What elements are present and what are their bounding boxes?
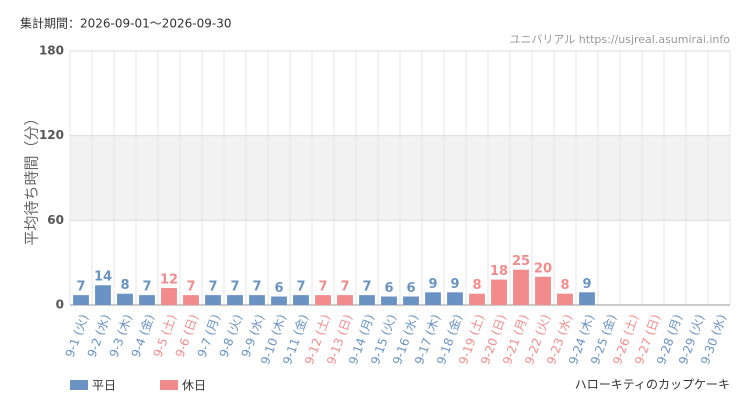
bar [425,292,441,305]
value-label: 7 [76,280,85,295]
value-label: 8 [472,278,481,293]
y-tick-label: 120 [39,128,64,142]
legend-label: 休日 [182,379,206,393]
value-label: 9 [450,277,459,292]
bar [161,288,177,305]
bar [73,295,89,305]
y-tick-label: 180 [39,44,64,58]
bar [205,295,221,305]
period: 集計期間：2026-09-01〜2026-09-30 [20,16,231,31]
value-label: 7 [186,280,195,295]
legend-swatch [160,380,178,390]
bar [359,295,375,305]
y-tick-label: 60 [47,213,64,227]
bar [469,293,485,305]
bar [337,295,353,305]
value-label: 7 [208,280,217,295]
bar [95,285,111,305]
value-label: 7 [318,280,327,295]
value-label: 7 [142,280,151,295]
y-tick-label: 0 [56,298,64,312]
value-label: 25 [512,254,530,269]
bar [491,279,507,305]
bar [381,296,397,305]
value-label: 20 [534,261,552,276]
bar [271,296,287,305]
bar [403,296,419,305]
value-label: 9 [428,277,437,292]
value-label: 6 [274,281,283,296]
value-label: 7 [252,280,261,295]
value-label: 12 [160,273,178,288]
legend-swatch [70,380,88,390]
value-label: 8 [120,278,129,293]
value-label: 8 [560,278,569,293]
bar [227,295,243,305]
bar [139,295,155,305]
bar [557,293,573,305]
value-label: 7 [230,280,239,295]
attraction: ハローキティのカップケーキ [575,378,730,392]
value-label: 9 [582,277,591,292]
value-label: 18 [490,264,508,279]
bar [117,293,133,305]
source: ユニバリアル https://usjreal.asumirai.info [509,33,730,46]
value-label: 7 [296,280,305,295]
value-label: 7 [362,280,371,295]
value-label: 7 [340,280,349,295]
value-label: 6 [406,281,415,296]
bar [315,295,331,305]
y-axis-label: 平均待ち時間（分） [23,110,41,245]
bar [579,292,595,305]
bar [513,269,529,305]
value-label: 6 [384,281,393,296]
bar [447,292,463,305]
bar [535,276,551,305]
value-label: 14 [94,270,112,285]
bar [293,295,309,305]
bar [249,295,265,305]
bar [183,295,199,305]
legend-label: 平日 [92,379,116,393]
